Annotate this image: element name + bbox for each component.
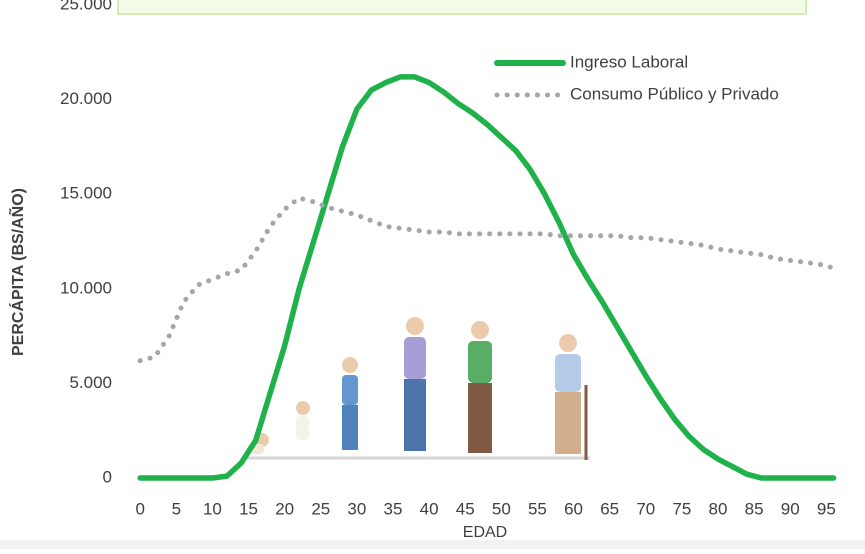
legend-label: Ingreso Laboral <box>570 52 688 71</box>
x-tick-label: 65 <box>600 499 619 518</box>
x-tick-label: 70 <box>636 499 655 518</box>
header-box <box>118 0 806 14</box>
x-tick-label: 60 <box>564 499 583 518</box>
x-tick-label: 25 <box>311 499 330 518</box>
x-tick-label: 50 <box>492 499 511 518</box>
footer-band <box>0 540 865 549</box>
x-tick-label: 75 <box>672 499 691 518</box>
x-tick-label: 85 <box>745 499 764 518</box>
x-tick-label: 40 <box>420 499 439 518</box>
y-tick-label: 10.000 <box>60 278 112 297</box>
x-tick-label: 0 <box>135 499 144 518</box>
x-tick-label: 35 <box>384 499 403 518</box>
x-tick-label: 45 <box>456 499 475 518</box>
series-line <box>140 198 833 361</box>
y-axis-label: PERCÁPITA (BS/AÑO) <box>7 188 27 356</box>
y-tick-label: 0 <box>103 467 112 486</box>
illustration <box>245 317 590 460</box>
legend-label: Consumo Público y Privado <box>570 84 779 103</box>
x-tick-label: 20 <box>275 499 294 518</box>
x-tick-label: 55 <box>528 499 547 518</box>
x-tick-label: 15 <box>239 499 258 518</box>
y-tick-label: 5.000 <box>69 373 112 392</box>
x-tick-label: 10 <box>203 499 222 518</box>
x-tick-label: 5 <box>172 499 181 518</box>
y-tick-label: 15.000 <box>60 184 112 203</box>
x-tick-label: 90 <box>781 499 800 518</box>
x-tick-label: 80 <box>709 499 728 518</box>
x-tick-label: 30 <box>347 499 366 518</box>
y-tick-label: 20.000 <box>60 89 112 108</box>
y-tick-label: 25.000 <box>60 0 112 13</box>
x-axis-label: EDAD <box>463 524 507 541</box>
chart: PERCÁPITA (BS/AÑO) EDAD 0 5.000 10.000 15.0… <box>0 0 865 549</box>
x-tick-label: 95 <box>817 499 836 518</box>
